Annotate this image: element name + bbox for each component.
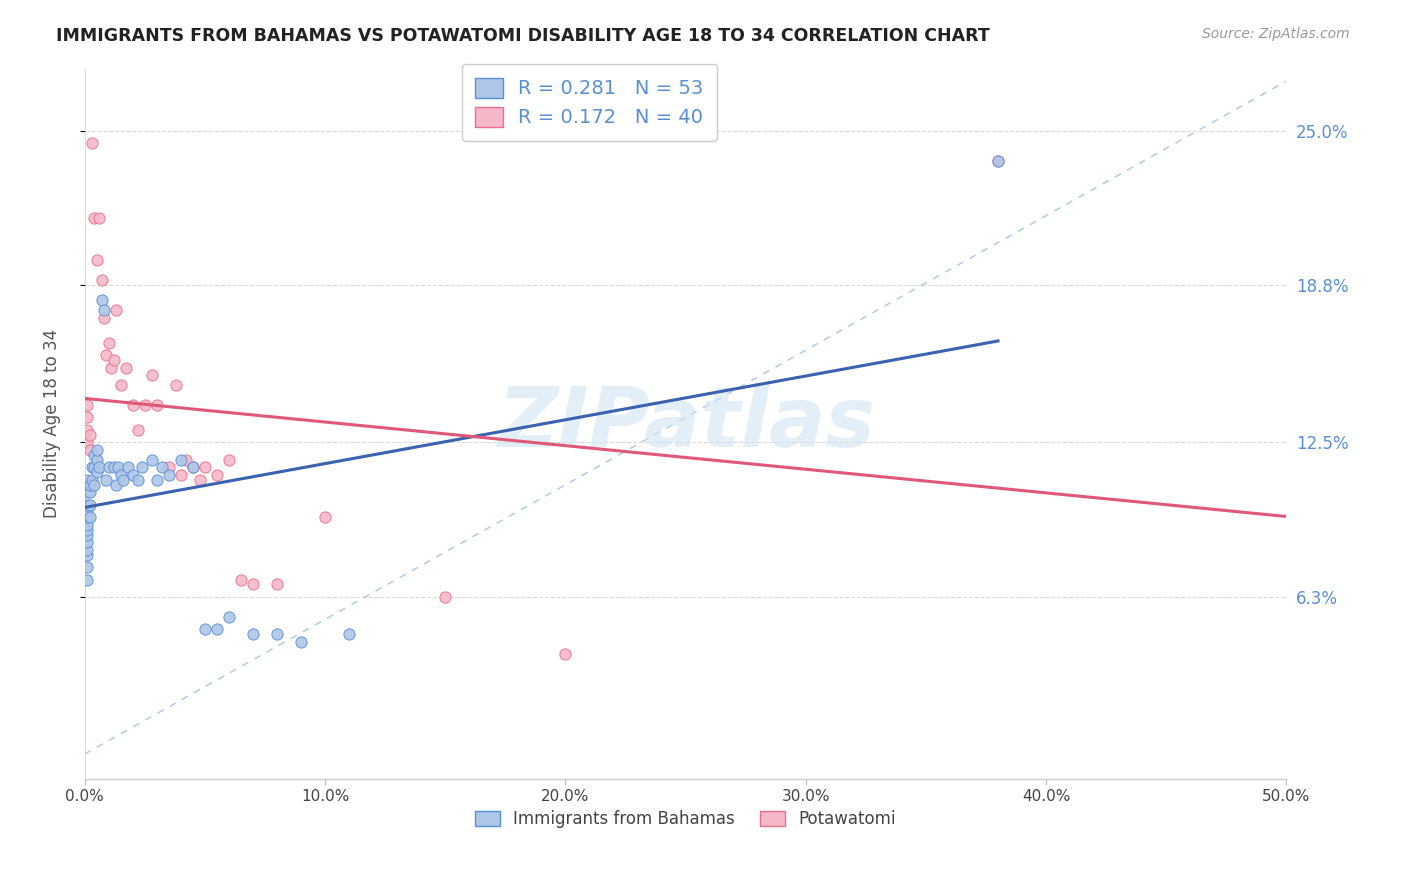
Point [157,460,180,475]
Point [97,335,120,350]
Point [76,473,98,487]
Point [83,460,105,475]
Point [86,442,108,457]
Point [114,360,136,375]
Point [194,623,217,637]
Point [86,253,108,268]
Point [205,623,228,637]
Point [83,448,105,462]
Point [110,467,132,482]
Point [242,627,264,641]
Point [266,577,288,591]
Point [987,153,1010,168]
Point [79,428,101,442]
Y-axis label: Disability Age 18 to 34: Disability Age 18 to 34 [44,329,60,518]
Point [79,442,101,457]
Point [79,477,101,491]
Point [157,467,180,482]
Text: Source: ZipAtlas.com: Source: ZipAtlas.com [1202,27,1350,41]
Point [181,460,204,475]
Point [174,453,197,467]
Point [314,510,336,524]
Point [90,293,112,308]
Point [146,398,169,412]
Point [96,348,118,362]
Point [218,453,240,467]
Point [76,410,98,425]
Point [181,460,204,475]
Point [554,648,576,662]
Point [107,460,129,475]
Point [89,460,111,475]
Point [80,136,103,151]
Point [104,303,127,318]
Point [76,502,98,516]
Point [76,510,98,524]
Point [117,460,139,475]
Point [76,527,98,541]
Point [76,560,98,574]
Point [131,460,153,475]
Point [76,548,98,562]
Point [86,453,108,467]
Point [104,477,127,491]
Point [121,467,143,482]
Point [110,378,132,392]
Point [218,610,240,624]
Point [76,573,98,587]
Point [188,473,211,487]
Point [90,273,112,287]
Point [80,473,103,487]
Point [103,460,125,475]
Point [242,577,264,591]
Point [337,627,360,641]
Point [103,353,125,368]
Point [141,368,163,383]
Point [127,423,149,437]
Point [76,398,98,412]
Point [83,477,105,491]
Point [80,460,103,475]
Point [987,153,1010,168]
Point [146,473,169,487]
Point [93,303,115,318]
Point [170,467,193,482]
Point [150,460,173,475]
Point [76,435,98,450]
Point [76,523,98,537]
Point [141,453,163,467]
Point [290,635,312,649]
Point [89,211,111,225]
Point [76,485,98,500]
Point [434,590,457,604]
Point [76,535,98,549]
Point [205,467,228,482]
Legend: Immigrants from Bahamas, Potawatomi: Immigrants from Bahamas, Potawatomi [468,803,903,835]
Point [86,466,108,480]
Point [76,542,98,557]
Point [127,473,149,487]
Text: IMMIGRANTS FROM BAHAMAS VS POTAWATOMI DISABILITY AGE 18 TO 34 CORRELATION CHART: IMMIGRANTS FROM BAHAMAS VS POTAWATOMI DI… [56,27,990,45]
Point [112,473,135,487]
Point [100,360,122,375]
Point [229,573,252,587]
Point [165,378,187,392]
Point [194,460,217,475]
Text: ZIPatlas: ZIPatlas [496,384,875,464]
Point [121,398,143,412]
Point [93,310,115,325]
Point [83,211,105,225]
Point [134,398,156,412]
Point [76,517,98,532]
Point [97,460,120,475]
Point [96,473,118,487]
Point [76,498,98,512]
Point [266,627,288,641]
Point [170,453,193,467]
Point [79,498,101,512]
Point [79,510,101,524]
Point [76,423,98,437]
Point [79,485,101,500]
